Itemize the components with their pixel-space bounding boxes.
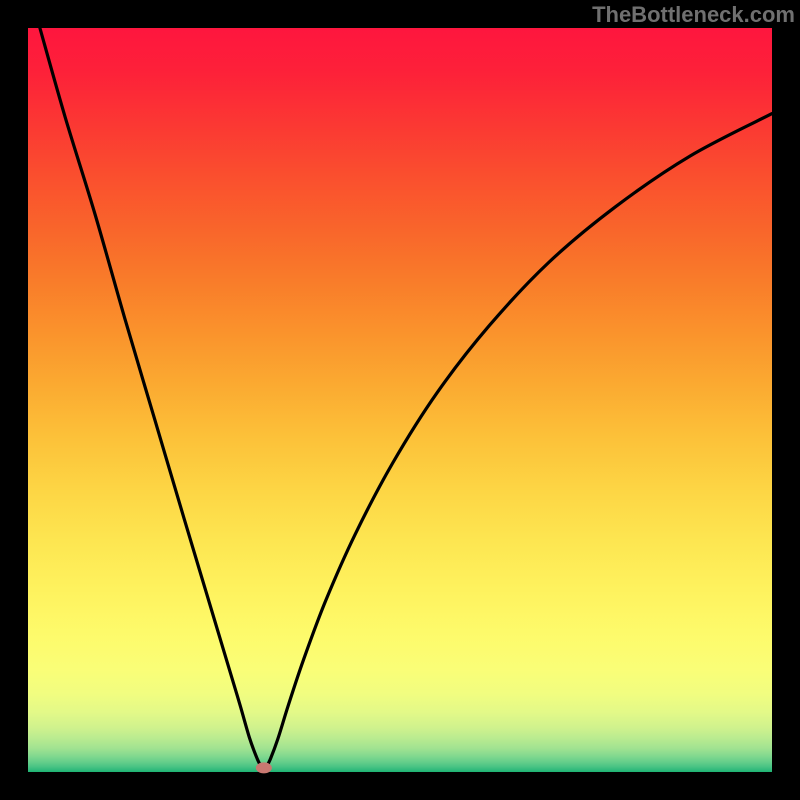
minimum-marker [256, 762, 272, 773]
watermark-text: TheBottleneck.com [592, 2, 795, 27]
chart-container: TheBottleneck.com [0, 0, 800, 800]
bottleneck-chart: TheBottleneck.com [0, 0, 800, 800]
plot-background [28, 28, 772, 772]
